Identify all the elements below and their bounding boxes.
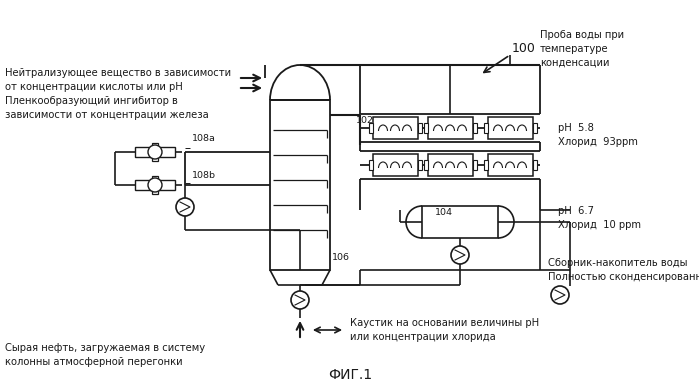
Circle shape — [148, 145, 162, 159]
Bar — [135, 147, 175, 157]
Text: 108b: 108b — [192, 171, 216, 180]
Circle shape — [176, 198, 194, 216]
Bar — [422, 206, 498, 238]
Text: Нейтрализующее вещество в зависимости
от концентрации кислоты или pH
Пленкообраз: Нейтрализующее вещество в зависимости от… — [5, 68, 231, 120]
Bar — [424, 160, 428, 170]
Bar — [152, 143, 158, 161]
Bar — [473, 123, 477, 133]
Bar — [417, 123, 421, 133]
Bar — [428, 117, 473, 139]
Bar — [368, 160, 373, 170]
Circle shape — [291, 291, 309, 309]
Text: pH  5.8
Хлорид  93ppm: pH 5.8 Хлорид 93ppm — [558, 123, 638, 147]
Bar — [424, 123, 428, 133]
Text: 102: 102 — [356, 116, 374, 125]
Bar — [533, 160, 537, 170]
Text: 100: 100 — [512, 42, 536, 54]
Text: Сборник-накопитель воды
Полностью сконденсированная вода: Сборник-накопитель воды Полностью сконде… — [548, 258, 699, 282]
Bar — [270, 100, 330, 270]
Circle shape — [451, 246, 469, 264]
Text: Каустик на основании величины pH
или концентрации хлорида: Каустик на основании величины pH или кон… — [350, 318, 539, 342]
Text: 108a: 108a — [192, 134, 216, 143]
Bar — [135, 180, 175, 190]
Bar — [152, 176, 158, 194]
Text: ФИГ.1: ФИГ.1 — [328, 368, 372, 382]
Text: Сырая нефть, загружаемая в систему
колонны атмосферной перегонки: Сырая нефть, загружаемая в систему колон… — [5, 343, 205, 367]
Bar — [373, 154, 417, 176]
Bar — [373, 117, 417, 139]
Text: 104: 104 — [435, 208, 453, 217]
Bar — [484, 123, 487, 133]
Bar — [484, 160, 487, 170]
Text: 106: 106 — [332, 254, 350, 263]
Circle shape — [551, 286, 569, 304]
Bar — [368, 123, 373, 133]
Bar — [487, 154, 533, 176]
Bar — [417, 160, 421, 170]
Circle shape — [148, 178, 162, 192]
Text: pH  6.7
Хлорид  10 ppm: pH 6.7 Хлорид 10 ppm — [558, 205, 641, 230]
Text: Проба воды при
температуре
конденсации: Проба воды при температуре конденсации — [540, 30, 624, 68]
Bar — [487, 117, 533, 139]
Bar — [473, 160, 477, 170]
Bar — [533, 123, 537, 133]
Bar — [428, 154, 473, 176]
